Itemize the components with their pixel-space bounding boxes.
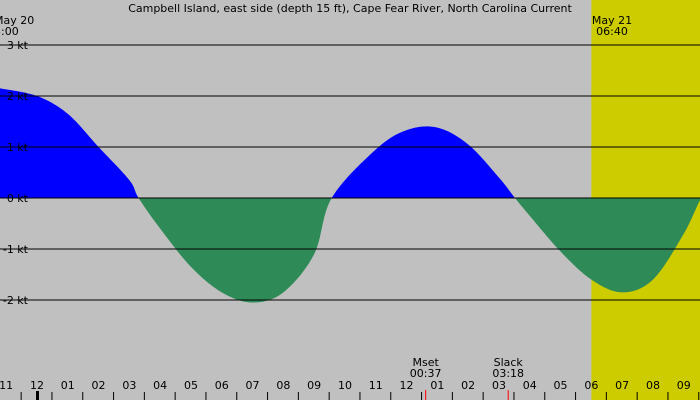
event-labels: Mset00:37Slack03:18Slack09:34Mrise10:56S… <box>410 356 524 400</box>
x-axis-ticks: 11 12 01 02 03 04 05 06 07 08 09 10 11 12 01 02 03 04 05 06… <box>0 379 700 400</box>
x-tick-label: 05 <box>554 379 568 392</box>
y-tick-label: 1 kt <box>7 141 29 154</box>
header-date: May 20 <box>0 14 34 27</box>
x-tick-label: 04 <box>523 379 537 392</box>
x-tick-label: 02 <box>461 379 475 392</box>
x-tick-label: 04 <box>153 379 167 392</box>
y-tick-label: 3 kt <box>7 39 29 52</box>
event-name: Slack <box>494 356 524 369</box>
header-date: May 21 <box>592 14 632 27</box>
x-tick-label: 01 <box>61 379 75 392</box>
header-time: 3:00 <box>0 25 19 38</box>
event-time: 03:18 <box>492 367 524 380</box>
x-tick-label: 08 <box>276 379 290 392</box>
event-name: Mset <box>412 356 439 369</box>
x-tick-label: 07 <box>615 379 629 392</box>
y-tick-label: -1 kt <box>3 243 29 256</box>
x-tick-label: 09 <box>307 379 321 392</box>
x-tick-label: 11 <box>369 379 383 392</box>
x-tick-label: 11 <box>0 379 13 392</box>
x-tick-label: 12 <box>400 379 414 392</box>
x-tick-label: 05 <box>184 379 198 392</box>
header-time: 06:40 <box>596 25 628 38</box>
x-tick-label: 06 <box>215 379 229 392</box>
x-tick-label: 03 <box>492 379 506 392</box>
x-tick-label: 10 <box>338 379 352 392</box>
y-tick-label: -2 kt <box>3 294 29 307</box>
x-tick-label: 03 <box>122 379 136 392</box>
x-tick-label: 07 <box>246 379 260 392</box>
gridlines <box>0 44 700 301</box>
ebb-area <box>0 198 700 303</box>
x-tick-label: 08 <box>646 379 660 392</box>
y-tick-label: 2 kt <box>7 90 29 103</box>
x-tick-label: 06 <box>584 379 598 392</box>
flood-area <box>0 88 700 198</box>
event-time: 00:37 <box>410 367 442 380</box>
y-tick-label: 0 kt <box>7 192 29 205</box>
y-axis-labels: 3 kt 2 kt 1 kt 0 kt -1 kt -2 kt <box>3 39 29 307</box>
midnight-tick <box>36 391 39 400</box>
x-tick-label: 01 <box>430 379 444 392</box>
x-tick-label: 09 <box>677 379 691 392</box>
chart-title: Campbell Island, east side (depth 15 ft)… <box>128 2 572 15</box>
current-areas <box>0 88 700 303</box>
x-tick-label: 12 <box>30 379 44 392</box>
x-tick-label: 02 <box>92 379 106 392</box>
